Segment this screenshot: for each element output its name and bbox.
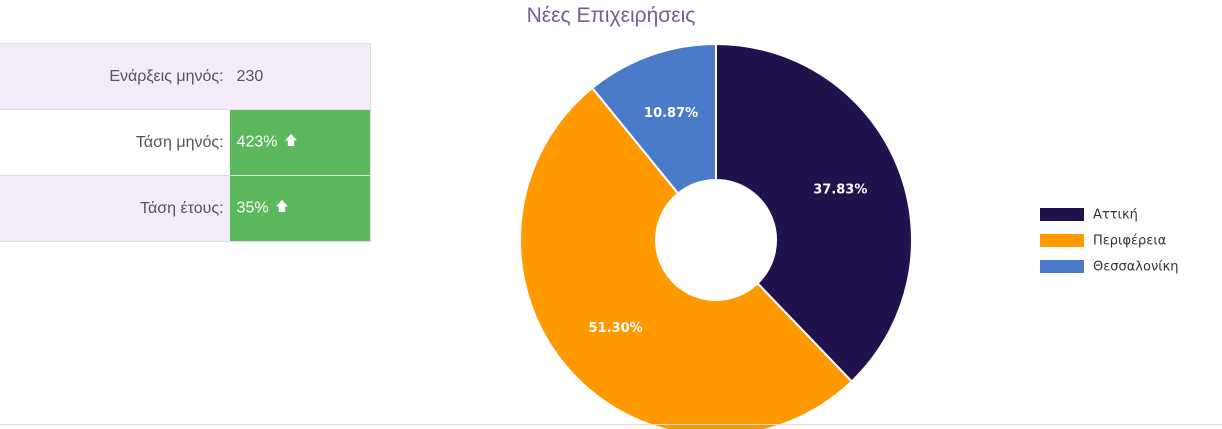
stat-value-text: 230 (236, 67, 264, 85)
chart-slice-labels: 37.83% 51.30% 10.87% (589, 106, 868, 336)
chart-legend: Αττική Περιφέρεια Θεσσαλονίκη (1040, 208, 1179, 275)
stat-value-trend: 35% (229, 175, 371, 242)
chart-title: Νέες Επιχειρήσεις (526, 4, 696, 27)
stat-value-text: 423% (236, 133, 278, 151)
legend-label-2: Περιφέρεια (1093, 234, 1166, 249)
stat-row-yearly-trend: Τάση έτους: 35% (0, 175, 371, 242)
stats-table: Ενάρξεις μηνός: 230 Τάση μηνός: 423% Τάσ… (0, 43, 371, 242)
legend-swatch-2 (1040, 234, 1084, 247)
divider (0, 424, 1222, 425)
slice-label-2: 51.30% (589, 321, 643, 336)
stat-value-text: 35% (236, 199, 269, 217)
legend-label-3: Θεσσαλονίκη (1093, 260, 1179, 275)
arrow-up-icon (275, 199, 289, 218)
stat-value-trend: 423% (229, 109, 371, 176)
slice-label-3: 10.87% (644, 106, 698, 121)
pie-slice-1 (715, 42, 913, 383)
pie-slice-2 (519, 86, 854, 429)
legend-swatch-3 (1040, 260, 1084, 273)
stat-label: Τάση μηνός: (0, 109, 230, 176)
legend-label-1: Αττική (1093, 208, 1138, 223)
stat-label: Τάση έτους: (0, 175, 230, 242)
legend-swatch-1 (1040, 208, 1084, 221)
slice-label-1: 37.83% (813, 183, 867, 198)
arrow-up-icon (284, 133, 298, 152)
pie-slice-3 (590, 42, 717, 195)
chart-slices (519, 42, 913, 429)
stat-row-monthly-trend: Τάση μηνός: 423% (0, 109, 371, 176)
